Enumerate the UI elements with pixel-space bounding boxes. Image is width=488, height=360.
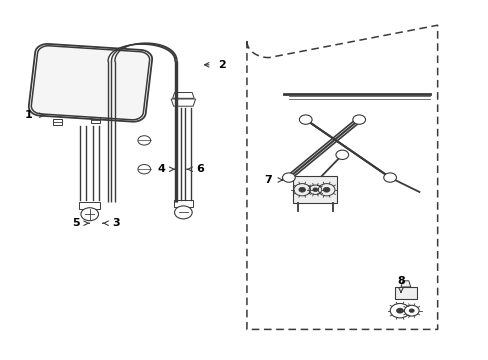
Polygon shape [400, 281, 410, 287]
Text: 7: 7 [264, 175, 271, 185]
Circle shape [312, 188, 317, 192]
Text: 6: 6 [196, 164, 204, 174]
Circle shape [408, 309, 414, 313]
Circle shape [81, 208, 98, 221]
Circle shape [282, 173, 295, 182]
Circle shape [389, 303, 409, 318]
Circle shape [299, 115, 311, 124]
Text: 1: 1 [24, 110, 32, 120]
Circle shape [174, 206, 192, 219]
Circle shape [395, 308, 403, 314]
Text: 4: 4 [157, 164, 165, 174]
Text: 2: 2 [218, 60, 226, 70]
Circle shape [383, 173, 396, 182]
Text: 5: 5 [72, 218, 80, 228]
Circle shape [404, 305, 418, 316]
Polygon shape [293, 176, 337, 203]
Circle shape [335, 150, 348, 159]
Circle shape [138, 165, 150, 174]
Polygon shape [394, 287, 416, 299]
Text: 8: 8 [396, 276, 404, 286]
Circle shape [352, 115, 365, 124]
Circle shape [323, 187, 329, 192]
Text: 3: 3 [112, 218, 120, 228]
Polygon shape [31, 46, 149, 120]
Circle shape [298, 187, 305, 192]
Circle shape [138, 136, 150, 145]
